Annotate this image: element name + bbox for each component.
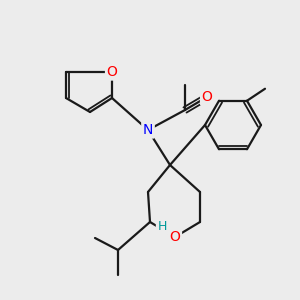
Text: O: O [106, 65, 117, 79]
Text: O: O [202, 90, 212, 104]
Text: N: N [143, 123, 153, 137]
Text: O: O [169, 230, 180, 244]
Text: H: H [157, 220, 167, 233]
